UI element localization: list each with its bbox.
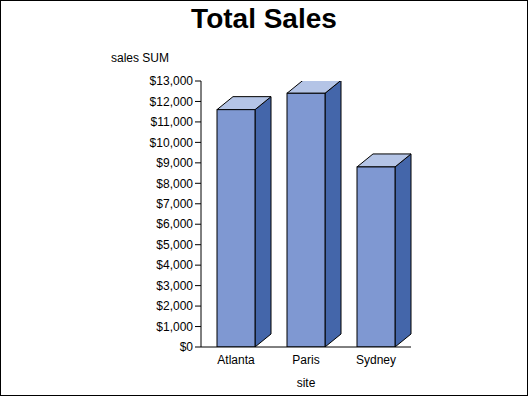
- svg-text:$5,000: $5,000: [156, 238, 193, 252]
- svg-text:$3,000: $3,000: [156, 279, 193, 293]
- svg-text:Sydney: Sydney: [356, 353, 396, 367]
- svg-text:$12,000: $12,000: [150, 95, 194, 109]
- svg-text:$2,000: $2,000: [156, 299, 193, 313]
- svg-text:$11,000: $11,000: [151, 115, 194, 129]
- html-text:Total Sales: Total Sales: [191, 3, 337, 34]
- svg-text:$0: $0: [180, 340, 194, 354]
- svg-text:$1,000: $1,000: [156, 320, 193, 334]
- html-text:sales SUM: sales SUM: [111, 51, 169, 65]
- html-text:site: site: [296, 376, 316, 390]
- svg-text:$8,000: $8,000: [156, 177, 193, 191]
- svg-text:$9,000: $9,000: [156, 156, 193, 170]
- svg-text:$13,000: $13,000: [150, 74, 194, 88]
- svg-text:$10,000: $10,000: [150, 136, 194, 150]
- svg-text:Paris: Paris: [292, 353, 319, 367]
- svg-text:$6,000: $6,000: [156, 217, 193, 231]
- svg-text:$4,000: $4,000: [156, 258, 193, 272]
- svg-text:Atlanta: Atlanta: [217, 353, 255, 367]
- svg-text:$7,000: $7,000: [156, 197, 193, 211]
